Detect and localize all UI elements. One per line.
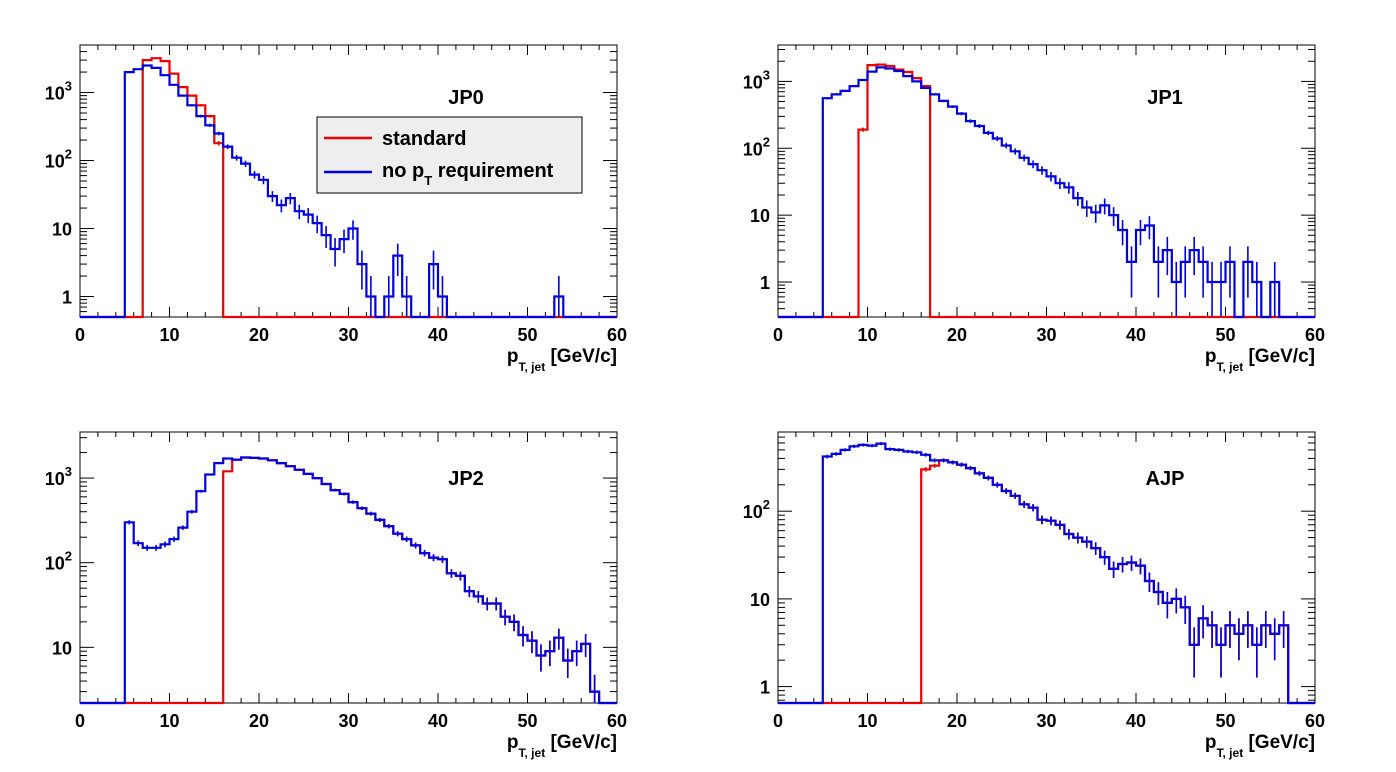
x-tick-label: 50: [1215, 711, 1235, 731]
x-tick-label: 60: [607, 325, 627, 345]
panel-title: AJP: [1146, 468, 1185, 490]
y-tick-label: 10: [52, 220, 72, 240]
y-tick-label: 1: [760, 678, 770, 698]
chart-panel-jp0: 0 10 20 30 40 50 60 1 10 102 103 JP0 pT, jet [GeV/c]: [45, 44, 627, 374]
chart-panel-jp1: 0 10 20 30 40 50 60 1 10 102 103 JP1 pT, jet [GeV/c]: [743, 44, 1325, 374]
y-tick-label: 102: [743, 134, 770, 159]
x-tick-label: 0: [75, 711, 85, 731]
series-line-no_pt: [778, 442, 1315, 705]
x-tick-label: 40: [1126, 325, 1146, 345]
y-tick-label: 10: [750, 206, 770, 226]
plot-frame: [79, 431, 618, 704]
y-tick-label: 102: [45, 147, 72, 172]
x-tick-label: 20: [947, 325, 967, 345]
x-tick-label: 40: [428, 711, 448, 731]
y-tick-label: 10: [52, 638, 72, 658]
x-tick-label: 0: [773, 325, 783, 345]
series-line-standard: [778, 63, 1315, 319]
legend-label-no-pt: no pT requirement: [382, 160, 554, 188]
x-tick-label: 60: [607, 711, 627, 731]
y-tick-label: 1: [62, 288, 72, 308]
x-tick-label: 30: [1036, 325, 1056, 345]
legend: standard no pT requirement: [316, 116, 583, 194]
x-axis-label: pT, jet [GeV/c]: [507, 346, 617, 374]
panel-title: JP0: [448, 87, 484, 109]
plot-frame: [777, 431, 1316, 704]
series-line-no_pt: [80, 64, 617, 319]
y-tick-label: 103: [743, 67, 770, 92]
series-line-standard: [778, 459, 1315, 705]
x-axis-label: pT, jet [GeV/c]: [507, 732, 617, 760]
x-tick-label: 20: [249, 711, 269, 731]
x-tick-label: 30: [338, 325, 358, 345]
x-tick-label: 50: [517, 711, 537, 731]
panel-title: JP1: [1147, 87, 1183, 109]
x-tick-label: 20: [947, 711, 967, 731]
legend-label-standard: standard: [382, 128, 466, 150]
chart-panel-ajp: 0 10 20 30 40 50 60 1 10 102 AJP pT, jet [GeV/c]: [743, 431, 1325, 760]
y-tick-label: 103: [45, 464, 72, 489]
x-tick-label: 20: [249, 325, 269, 345]
x-tick-label: 10: [857, 325, 877, 345]
x-tick-label: 30: [338, 711, 358, 731]
chart-panel-jp2: 0 10 20 30 40 50 60 10 102 103 JP2 pT, jet [GeV/c]: [45, 431, 627, 760]
series-line-no_pt: [80, 456, 617, 705]
x-tick-label: 10: [857, 711, 877, 731]
y-tick-label: 102: [45, 549, 72, 574]
x-tick-label: 60: [1305, 711, 1325, 731]
x-tick-label: 0: [75, 325, 85, 345]
x-tick-label: 50: [517, 325, 537, 345]
x-tick-label: 60: [1305, 325, 1325, 345]
x-axis-label: pT, jet [GeV/c]: [1205, 346, 1315, 374]
x-tick-label: 10: [159, 711, 179, 731]
y-tick-label: 103: [45, 79, 72, 104]
series-line-no_pt: [778, 66, 1315, 319]
x-tick-label: 40: [428, 325, 448, 345]
x-tick-label: 40: [1126, 711, 1146, 731]
x-tick-label: 10: [159, 325, 179, 345]
x-tick-label: 0: [773, 711, 783, 731]
y-tick-label: 102: [743, 497, 770, 522]
x-tick-label: 50: [1215, 325, 1235, 345]
y-tick-label: 1: [760, 273, 770, 293]
x-axis-label: pT, jet [GeV/c]: [1205, 732, 1315, 760]
y-tick-label: 10: [750, 590, 770, 610]
x-tick-label: 30: [1036, 711, 1056, 731]
legend-box: [316, 116, 583, 194]
panel-title: JP2: [448, 468, 484, 490]
